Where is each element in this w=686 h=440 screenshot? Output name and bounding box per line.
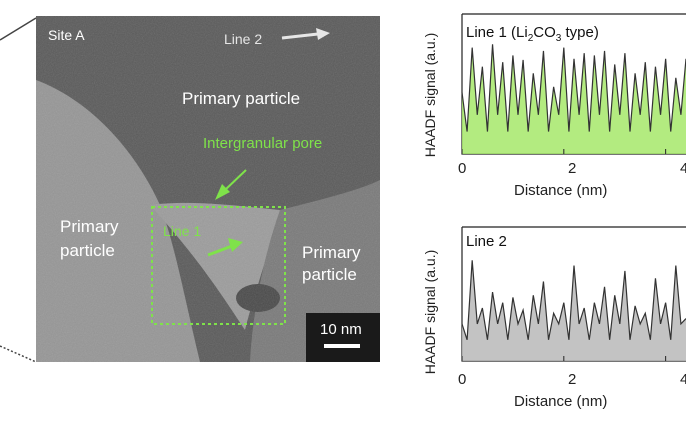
primary-particle-left-label: Primary particle (60, 217, 123, 260)
series-line (461, 260, 686, 340)
line2-arrow (281, 28, 330, 40)
x-axis-label: Distance (nm) (514, 182, 608, 199)
line1-label: Line 1 (163, 223, 201, 239)
tem-micrograph: Site A Line 2 Primary particle Primary p… (36, 16, 380, 362)
line1-plot-area (461, 13, 686, 155)
line1-region-box (151, 206, 286, 325)
line1-profile-chart: HAADF signal (a.u.) Line 1 (Li2CO3 type)… (410, 0, 686, 200)
series-area (462, 260, 686, 361)
primary-right-line1: Primary (302, 243, 361, 262)
x-tick-2: 2 (568, 371, 577, 388)
series-area (462, 44, 686, 154)
site-label: Site A (48, 27, 85, 43)
line2-profile-chart: HAADF signal (a.u.) Line 2 0 2 4 Distanc… (410, 215, 686, 415)
line2-label: Line 2 (224, 31, 262, 47)
x-tick-4: 4 (680, 371, 686, 388)
series-line (461, 44, 686, 132)
x-tick-4: 4 (680, 160, 686, 177)
primary-particle-top-label: Primary particle (182, 89, 300, 108)
primary-particle-right-label: Primary particle (302, 243, 365, 284)
primary-left-line1: Primary (60, 217, 119, 236)
scale-bar (324, 344, 360, 348)
line1-chart-title: Line 1 (Li2CO3 type) (466, 24, 599, 44)
line1-arrow (207, 238, 243, 257)
primary-left-line2: particle (60, 241, 115, 260)
scale-bar-background (306, 313, 380, 362)
x-tick-0: 0 (458, 160, 467, 177)
zoom-indicator (0, 17, 37, 363)
zoom-line-bottom (0, 345, 37, 363)
x-tick-2: 2 (568, 160, 577, 177)
zoom-line-top (0, 17, 37, 41)
intergranular-pore-label: Intergranular pore (203, 135, 322, 152)
scale-bar-label: 10 nm (320, 321, 362, 338)
x-axis-label: Distance (nm) (514, 393, 608, 410)
x-tick-0: 0 (458, 371, 467, 388)
pore-arrow (215, 169, 247, 200)
primary-right-line2: particle (302, 265, 357, 284)
line2-chart-title: Line 2 (466, 233, 507, 250)
line2-plot-area (461, 226, 686, 362)
